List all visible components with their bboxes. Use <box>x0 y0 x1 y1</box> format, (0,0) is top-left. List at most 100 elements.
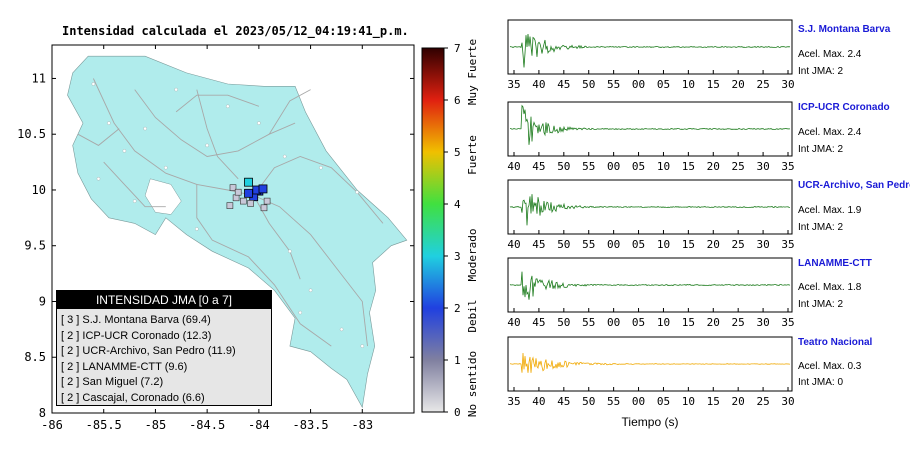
time-tick-label: 00 <box>632 395 645 408</box>
time-tick-label: 35 <box>781 238 794 251</box>
legend-item: [ 2 ] UCR-Archivo, San Pedro (11.9) <box>61 345 236 357</box>
waveform-trace <box>509 352 790 373</box>
town-marker <box>143 126 147 131</box>
waveform-trace <box>509 194 791 226</box>
time-tick-label: 00 <box>607 160 620 173</box>
minor-station-marker <box>234 188 242 196</box>
y-tick-label: 8.5 <box>24 350 46 364</box>
time-tick-label: 40 <box>532 395 545 408</box>
time-tick-label: 45 <box>532 316 545 329</box>
station-marker <box>244 188 253 198</box>
time-tick-label: 10 <box>682 78 695 91</box>
y-tick-label: 9.5 <box>24 239 46 253</box>
time-tick-label: 30 <box>756 160 769 173</box>
time-tick-label: 10 <box>657 316 670 329</box>
colorbar-tick-label: 0 <box>454 406 461 419</box>
time-tick-label: 25 <box>756 78 769 91</box>
time-tick-label: 10 <box>682 395 695 408</box>
panel-jma-label: Int JMA: 2 <box>798 222 844 233</box>
panel-accel-label: Acel. Max. 2.4 <box>798 49 862 60</box>
town-marker <box>319 165 323 170</box>
time-tick-label: 15 <box>682 160 695 173</box>
colorbar-tick-label: 1 <box>454 354 461 367</box>
town-marker <box>107 121 111 125</box>
time-tick-label: 30 <box>756 316 769 329</box>
time-tick-label: 45 <box>532 238 545 251</box>
colorbar-category-label: No sentido <box>466 351 479 417</box>
time-tick-label: 40 <box>507 160 520 173</box>
station-marker <box>244 177 253 187</box>
time-tick-label: 25 <box>732 238 745 251</box>
minor-station-marker <box>226 202 234 209</box>
minor-station-marker <box>229 184 237 191</box>
colorbar-category-label: Muy Fuerte <box>466 39 479 105</box>
panel-accel-label: Acel. Max. 1.9 <box>798 205 862 216</box>
time-tick-label: 25 <box>732 316 745 329</box>
map-plot-area <box>67 55 408 409</box>
time-tick-label: 20 <box>707 316 720 329</box>
panel-jma-label: Int JMA: 2 <box>798 299 844 310</box>
panel-station-label: ICP-UCR Coronado <box>798 102 890 113</box>
intensity-legend: INTENSIDAD JMA [0 a 7] [ 3 ] S.J. Montan… <box>56 290 272 406</box>
town-marker <box>132 199 137 203</box>
colorbar-tick-label: 2 <box>454 302 461 315</box>
legend-item: [ 2 ] LANAMME-CTT (9.6) <box>61 360 188 373</box>
town-marker <box>288 249 292 254</box>
time-tick-label: 55 <box>582 160 595 173</box>
seismogram-panel: 40 45 50 55 00 05 10 15 20 25 30 35 <box>507 179 795 251</box>
town-marker <box>360 344 365 348</box>
time-tick-label: 15 <box>682 316 695 329</box>
panel-jma-label: Int JMA: 2 <box>798 66 844 77</box>
colorbar-scale <box>421 47 445 413</box>
x-tick-label: -84 <box>248 418 270 432</box>
time-tick-label: 05 <box>632 316 645 329</box>
colorbar-tick-label: 3 <box>454 250 461 263</box>
minor-station-marker <box>240 197 247 205</box>
time-tick-label: 40 <box>507 238 520 251</box>
waveform-trace <box>509 104 791 145</box>
x-tick-label: -86 <box>41 418 63 432</box>
x-tick-label: -83 <box>351 418 373 432</box>
time-tick-label: 35 <box>781 160 794 173</box>
town-marker <box>91 82 96 86</box>
panel-station-label: S.J. Montana Barva <box>798 24 891 35</box>
legend-title: INTENSIDAD JMA [0 a 7] <box>57 291 271 309</box>
colorbar-tick-label: 6 <box>454 94 461 107</box>
town-marker <box>163 165 168 170</box>
time-tick-label: 05 <box>657 78 670 91</box>
town-marker <box>355 190 359 194</box>
time-tick-label: 10 <box>657 160 670 173</box>
map-axes: -86 -85.5 -85 -84.5 -84 -83.5 -83 11 10.5 10 9.5 9 8… <box>17 45 414 432</box>
station-marker <box>258 184 268 194</box>
seismogram-panel: 35 40 45 50 55 00 05 10 15 20 25 30 <box>507 19 795 91</box>
legend-item: [ 2 ] Cascajal, Coronado (6.6) <box>61 391 205 404</box>
time-tick-label: 35 <box>507 395 520 408</box>
y-tick-label: 9 <box>39 294 46 308</box>
road-line <box>196 89 239 180</box>
road-line <box>175 94 260 113</box>
time-tick-label: 55 <box>582 238 595 251</box>
x-tick-label: -83.5 <box>293 418 329 432</box>
time-tick-label: 55 <box>607 78 620 91</box>
town-marker <box>96 176 101 181</box>
x-tick-label: -85 <box>145 418 167 432</box>
town-marker <box>282 154 287 159</box>
legend-item: [ 2 ] ICP-UCR Coronado (12.3) <box>61 329 212 342</box>
waveform-trace <box>509 271 791 300</box>
time-tick-label: 55 <box>582 316 595 329</box>
town-marker <box>122 149 127 153</box>
road-line <box>103 161 166 208</box>
road-line <box>77 128 120 146</box>
time-tick-label: 45 <box>532 160 545 173</box>
time-tick-label: 05 <box>632 160 645 173</box>
time-tick-label: 10 <box>657 238 670 251</box>
y-tick-label: 8 <box>39 406 46 420</box>
time-tick-label: 20 <box>732 395 745 408</box>
panel-accel-label: Acel. Max. 1.8 <box>798 282 862 293</box>
time-tick-label: 40 <box>532 78 545 91</box>
time-tick-label: 15 <box>682 238 695 251</box>
legend-list: [ 3 ] S.J. Montana Barva (69.4) [ 2 ] IC… <box>61 313 271 406</box>
time-tick-label: 15 <box>707 395 720 408</box>
colorbar-tick-label: 7 <box>454 42 461 55</box>
town-marker <box>174 87 178 92</box>
